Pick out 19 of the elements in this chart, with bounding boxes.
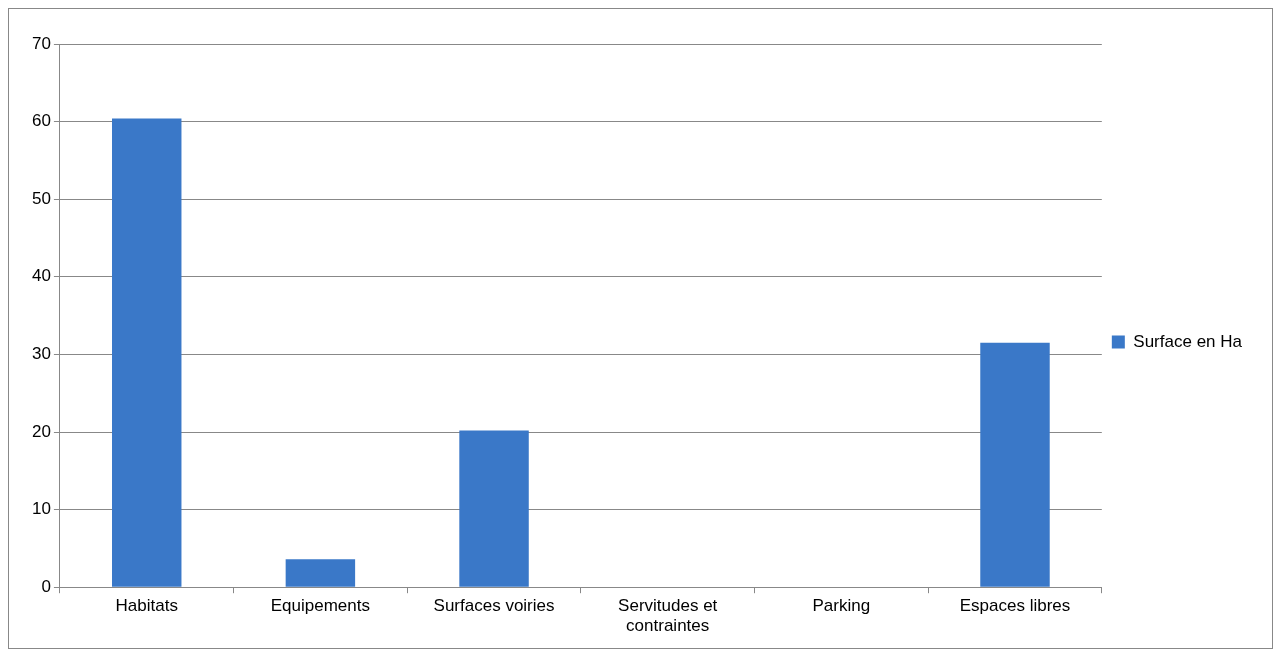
bar (112, 118, 182, 587)
x-tick-label: Surfaces voiries (433, 596, 555, 616)
y-tick-label: 70 (31, 33, 51, 53)
y-tick-label: 10 (31, 499, 51, 519)
bar (980, 342, 1050, 587)
y-tick-label: 20 (31, 421, 51, 441)
x-tick-label: Espaces libres (959, 596, 1071, 616)
x-tick-label: Parking (812, 596, 871, 616)
x-tick-label: Habitats (115, 596, 178, 616)
y-tick-label: 60 (31, 111, 51, 131)
y-tick-label: 50 (31, 188, 51, 208)
legend-label: Surface en Ha (1133, 331, 1243, 351)
x-tick-label: Servitudes et contraintes (618, 596, 718, 636)
y-tick-label: 0 (41, 576, 51, 596)
bar (459, 430, 529, 587)
x-tick-label: Equipements (270, 596, 371, 616)
bar (285, 559, 356, 587)
y-tick-label: 30 (31, 344, 51, 364)
y-tick-label: 40 (31, 266, 51, 286)
